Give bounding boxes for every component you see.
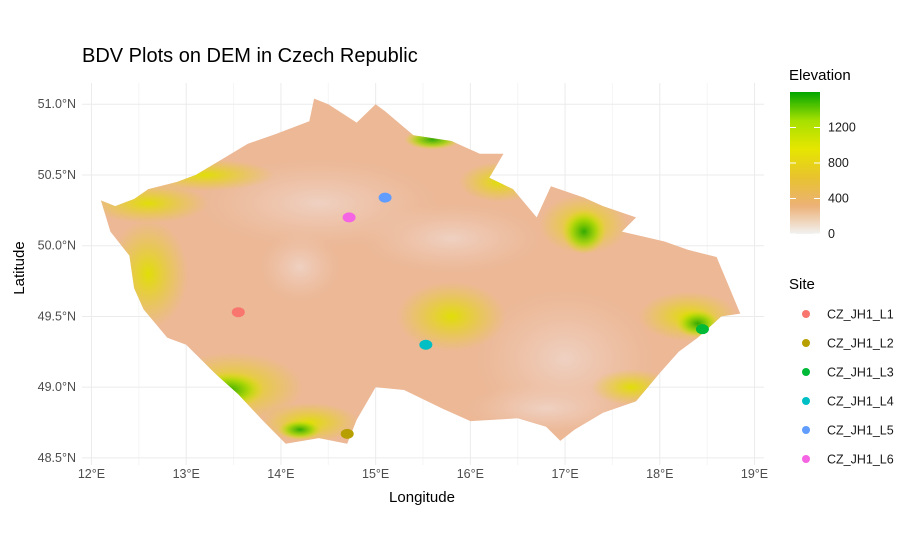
mountain-beskydy [675,309,720,338]
x-axis-ticks: 12°E 13°E 14°E 15°E 16°E 17°E 18°E 19°E [78,467,768,481]
x-tick-label: 17°E [551,467,578,481]
site-point-cz_jh1_l1[interactable] [231,307,245,318]
elevation-legend: Elevation 0 400 800 1200 [789,67,856,241]
elevation-tick-label: 0 [828,227,835,241]
site-point-cz_jh1_l2[interactable] [340,428,354,439]
x-axis-label: Longitude [389,489,455,506]
site-legend-label: CZ_JH1_L4 [827,395,894,409]
highland-west [108,219,189,329]
y-tick-label: 50.5°N [38,168,76,182]
site-legend-label: CZ_JH1_L1 [827,308,894,322]
elevation-legend-title: Elevation [789,67,851,84]
site-legend-key [802,397,810,405]
y-tick-label: 50.0°N [38,239,76,253]
y-tick-label: 48.5°N [38,451,76,465]
mountain-sumava [193,372,264,409]
site-point-cz_jh1_l4[interactable] [419,339,433,350]
site-legend-key [802,310,810,318]
elevation-legend-ticks: 0 400 800 1200 [790,121,856,241]
site-legend-key [802,455,810,463]
x-tick-label: 13°E [173,467,200,481]
x-tick-label: 19°E [741,467,768,481]
x-tick-label: 18°E [646,467,673,481]
x-tick-label: 12°E [78,467,105,481]
site-legend-label: CZ_JH1_L3 [827,366,894,380]
elevation-tick-label: 1200 [828,121,856,135]
lowland-central [259,231,340,302]
terrain-relief [100,129,739,443]
site-legend-label: CZ_JH1_L5 [827,424,894,438]
site-legend-key [802,426,810,434]
y-tick-label: 51.0°N [38,97,76,111]
site-legend-key [802,339,810,347]
site-legend-key [802,368,810,376]
site-legend-items: CZ_JH1_L1 CZ_JH1_L2 CZ_JH1_L3 CZ_JH1_L4 CZ_J… [802,308,894,467]
highland-vysocina [396,281,507,352]
x-tick-label: 14°E [267,467,294,481]
site-legend-title: Site [789,276,815,293]
highland-orlicke [458,162,539,203]
y-tick-label: 49.0°N [38,380,76,394]
site-legend-label: CZ_JH1_L2 [827,337,894,351]
site-point-cz_jh1_l6[interactable] [342,212,356,223]
site-points [231,192,709,439]
mountain-jeseniky [562,209,607,254]
elevation-tick-label: 800 [828,156,849,170]
y-axis-ticks: 48.5°N 49.0°N 49.5°N 50.0°N 50.5°N 51.0°N [38,97,76,465]
site-legend-label: CZ_JH1_L6 [827,453,894,467]
chart-title: BDV Plots on DEM in Czech Republic [82,45,418,67]
site-legend: Site CZ_JH1_L1CZ_JH1_L2CZ_JH1_L3CZ_JH1_L… [789,276,894,467]
mountain-south [277,419,322,440]
elevation-tick-label: 400 [828,192,849,206]
site-point-cz_jh1_l5[interactable] [378,192,392,203]
x-tick-label: 15°E [362,467,389,481]
mountain-krkonose [404,129,461,150]
x-tick-label: 16°E [457,467,484,481]
y-axis-label: Latitude [11,241,28,294]
elevation-raster [100,98,741,444]
plot-panel [82,83,764,465]
lowland-polabi [361,203,542,274]
site-point-cz_jh1_l3[interactable] [695,324,709,335]
y-tick-label: 49.5°N [38,309,76,323]
